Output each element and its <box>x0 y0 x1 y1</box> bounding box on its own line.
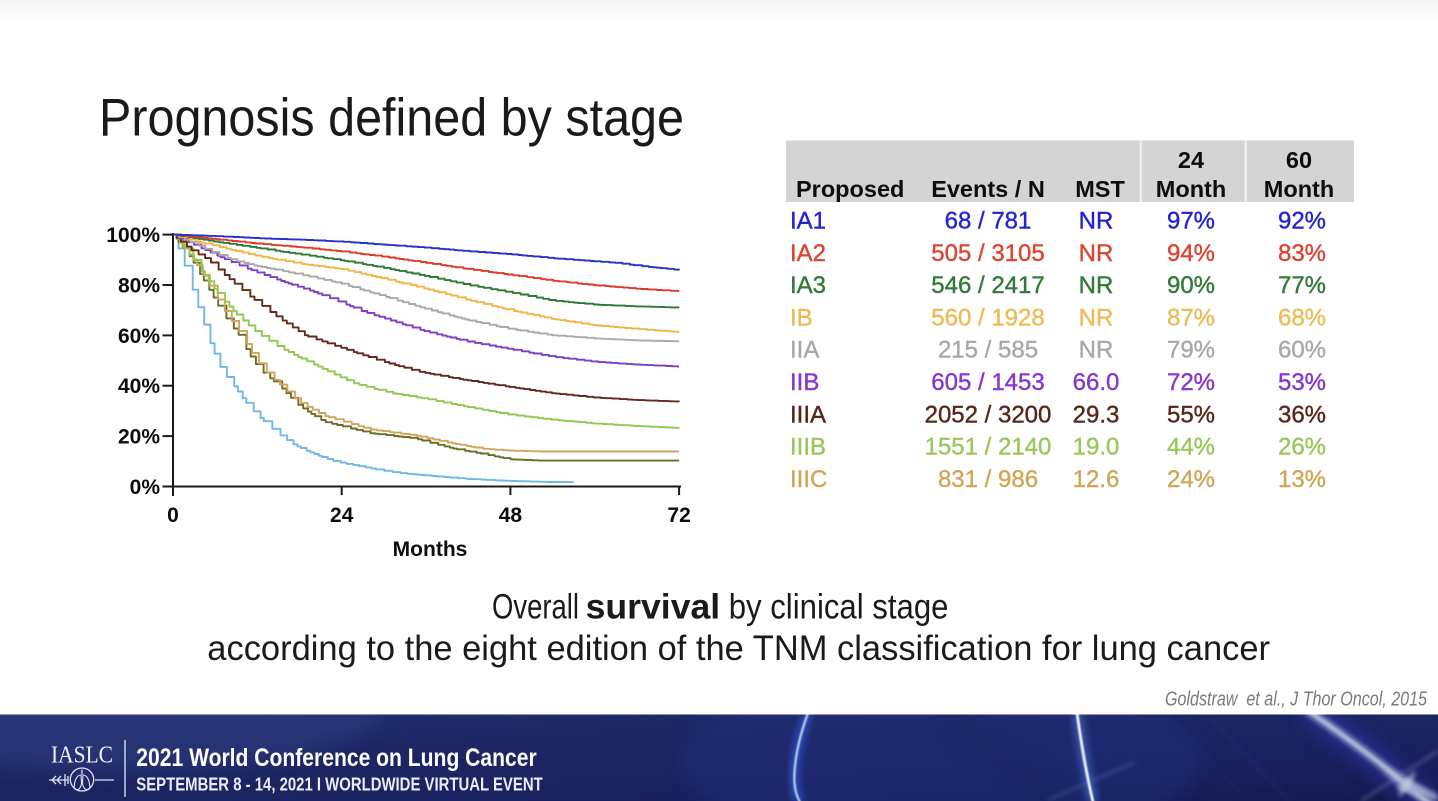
svg-text:80%: 80% <box>118 275 160 298</box>
svg-text:68 / 781: 68 / 781 <box>945 208 1032 235</box>
svg-text:44%: 44% <box>1167 434 1215 461</box>
svg-text:215 / 585: 215 / 585 <box>938 337 1038 364</box>
svg-text:68%: 68% <box>1278 304 1326 331</box>
svg-text:IIIA: IIIA <box>790 401 826 428</box>
svg-text:13%: 13% <box>1278 466 1326 493</box>
svg-text:IIIC: IIIC <box>790 466 827 493</box>
svg-text:60: 60 <box>1286 147 1312 173</box>
svg-text:according to the eight edition: according to the eight edition of the TN… <box>207 629 1270 668</box>
svg-text:24: 24 <box>330 504 354 527</box>
svg-text:SEPTEMBER 8 - 14, 2021 I WORLD: SEPTEMBER 8 - 14, 2021 I WORLDWIDE VIRTU… <box>136 774 542 794</box>
svg-text:66.0: 66.0 <box>1073 369 1120 396</box>
svg-text:560 / 1928: 560 / 1928 <box>931 304 1044 331</box>
svg-text:Prognosis defined by stage: Prognosis defined by stage <box>99 89 684 148</box>
svg-text:Proposed: Proposed <box>796 176 904 202</box>
svg-text:60%: 60% <box>118 325 160 348</box>
svg-text:94%: 94% <box>1167 240 1215 267</box>
svg-text:NR: NR <box>1079 337 1114 364</box>
svg-text:MST: MST <box>1075 176 1125 202</box>
svg-text:IIIB: IIIB <box>790 434 826 461</box>
svg-text:19.0: 19.0 <box>1073 434 1120 461</box>
svg-text:IA3: IA3 <box>790 272 826 299</box>
svg-text:NR: NR <box>1079 240 1114 267</box>
svg-text:2021 World Conference on Lung: 2021 World Conference on Lung Cancer <box>136 744 537 772</box>
svg-text:831 / 986: 831 / 986 <box>938 466 1038 493</box>
svg-text:IA2: IA2 <box>790 240 826 267</box>
svg-text:12.6: 12.6 <box>1073 466 1120 493</box>
svg-text:survival: survival <box>586 588 721 627</box>
svg-text:2052 / 3200: 2052 / 3200 <box>925 401 1052 428</box>
svg-text:77%: 77% <box>1278 272 1326 299</box>
svg-text:26%: 26% <box>1278 434 1326 461</box>
svg-text:24: 24 <box>1178 147 1204 173</box>
svg-text:92%: 92% <box>1278 208 1326 235</box>
svg-text:546 / 2417: 546 / 2417 <box>931 272 1044 299</box>
svg-text:Months: Months <box>393 538 468 561</box>
svg-text:IB: IB <box>790 304 813 331</box>
svg-text:72: 72 <box>667 504 690 527</box>
svg-text:36%: 36% <box>1278 401 1326 428</box>
svg-text:IASLC: IASLC <box>51 743 113 769</box>
svg-text:IIB: IIB <box>790 369 819 396</box>
svg-text:Month: Month <box>1264 176 1334 202</box>
svg-text:60%: 60% <box>1278 337 1326 364</box>
svg-text:NR: NR <box>1079 304 1114 331</box>
svg-text:97%: 97% <box>1167 208 1215 235</box>
svg-text:48: 48 <box>499 504 523 527</box>
svg-text:IIA: IIA <box>790 337 819 364</box>
svg-text:605 / 1453: 605 / 1453 <box>931 369 1044 396</box>
svg-text:79%: 79% <box>1167 337 1215 364</box>
svg-text:0%: 0% <box>130 476 161 499</box>
svg-text:Overall: Overall <box>492 588 579 627</box>
svg-text:505 / 3105: 505 / 3105 <box>931 240 1044 267</box>
svg-text:1551 / 2140: 1551 / 2140 <box>925 434 1052 461</box>
svg-text:29.3: 29.3 <box>1073 401 1120 428</box>
svg-text:Month: Month <box>1156 176 1226 202</box>
svg-text:NR: NR <box>1079 208 1114 235</box>
svg-text:53%: 53% <box>1278 369 1326 396</box>
svg-text:90%: 90% <box>1167 272 1215 299</box>
svg-text:87%: 87% <box>1167 304 1215 331</box>
svg-text:Events / N: Events / N <box>931 176 1045 202</box>
svg-text:NR: NR <box>1079 272 1114 299</box>
svg-text:72%: 72% <box>1167 369 1215 396</box>
svg-text:83%: 83% <box>1278 240 1326 267</box>
svg-text:100%: 100% <box>106 224 160 247</box>
svg-text:by clinical stage: by clinical stage <box>729 588 949 627</box>
svg-text:IA1: IA1 <box>790 208 826 235</box>
svg-text:24%: 24% <box>1167 466 1215 493</box>
svg-text:0: 0 <box>167 504 179 527</box>
svg-text:40%: 40% <box>118 375 160 398</box>
svg-text:55%: 55% <box>1167 401 1215 428</box>
svg-text:20%: 20% <box>118 426 160 449</box>
svg-text:Goldstraw et al., J Thor Onco: Goldstraw et al., J Thor Oncol, 2015 <box>1165 689 1428 711</box>
